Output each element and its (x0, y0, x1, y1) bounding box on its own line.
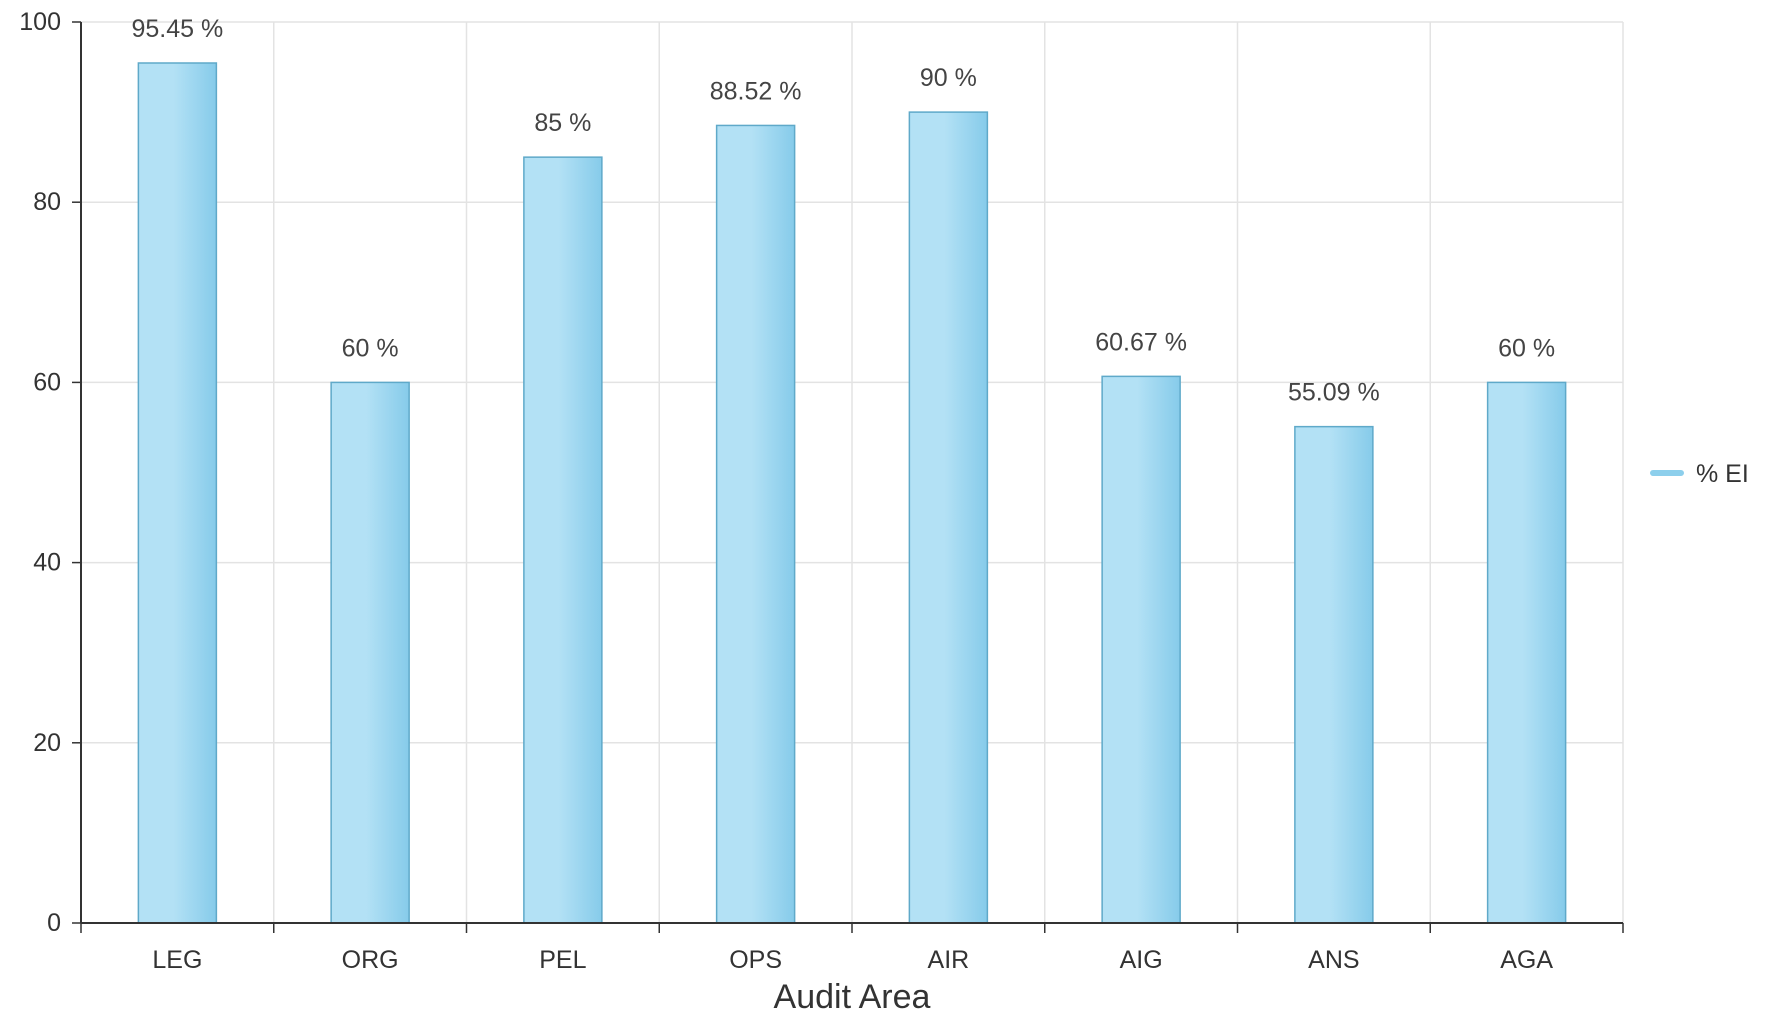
x-tick-label-org: ORG (342, 946, 399, 974)
y-tick-label-20: 20 (33, 729, 61, 757)
bar-ans[interactable] (1294, 425, 1374, 924)
x-tick-label-aig: AIG (1120, 946, 1163, 974)
bars (137, 62, 1567, 924)
bar-aga[interactable] (1486, 381, 1567, 924)
bar-org[interactable] (330, 381, 410, 924)
bar-aig[interactable] (1101, 375, 1181, 924)
grid (81, 21, 1624, 923)
y-tick-label-40: 40 (33, 549, 61, 577)
data-label-org: 60 % (342, 334, 399, 362)
x-tick-label-aga: AGA (1500, 946, 1553, 974)
bar-air[interactable] (908, 111, 989, 924)
legend[interactable]: % EI (1650, 460, 1749, 488)
x-axis-title: Audit Area (774, 978, 931, 1016)
y-tick-label-60: 60 (33, 368, 61, 396)
axes: 0 20 40 60 80 100 LEG ORG PEL OPS AIR AIG ANS AGA (19, 8, 1624, 974)
x-tick-label-leg: LEG (152, 946, 202, 974)
data-label-pel: 85 % (534, 109, 591, 137)
bar-leg[interactable] (137, 62, 218, 924)
bar-ops[interactable] (715, 124, 796, 924)
x-tick-label-pel: PEL (539, 946, 586, 974)
data-labels: 95.45 % 60 % 85 % 88.52 % 90 % 60.67 % 55.09 %… (132, 15, 1556, 407)
x-tick-label-ops: OPS (729, 946, 782, 974)
data-label-air: 90 % (920, 64, 977, 92)
data-label-leg: 95.45 % (132, 15, 224, 43)
y-tick-label-80: 80 (33, 188, 61, 216)
data-label-ans: 55.09 % (1288, 379, 1380, 407)
y-tick-label-0: 0 (47, 909, 61, 937)
x-tick-label-ans: ANS (1308, 946, 1359, 974)
data-label-ops: 88.52 % (710, 77, 802, 105)
x-tick-label-air: AIR (928, 946, 970, 974)
data-label-aga: 60 % (1498, 334, 1555, 362)
data-label-aig: 60.67 % (1095, 328, 1187, 356)
bar-pel[interactable] (523, 156, 603, 924)
legend-swatch-ei (1650, 470, 1684, 476)
y-tick-label-100: 100 (19, 8, 61, 36)
legend-label-ei: % EI (1696, 460, 1749, 488)
